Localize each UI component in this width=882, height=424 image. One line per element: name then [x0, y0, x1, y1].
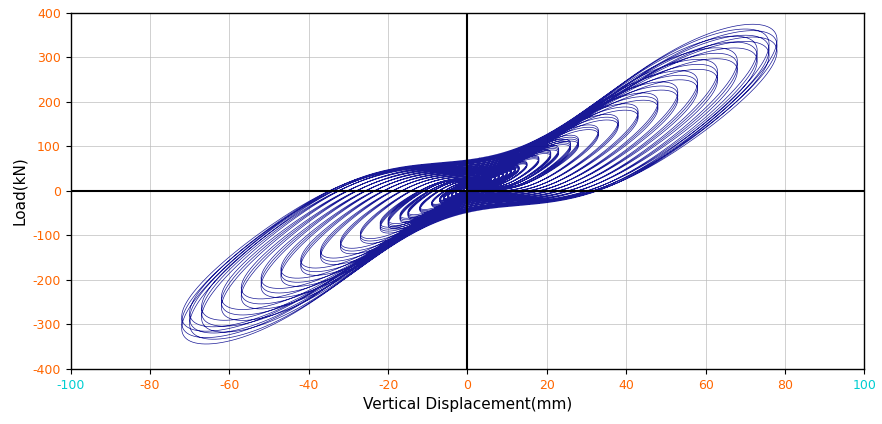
Y-axis label: Load(kN): Load(kN): [12, 156, 27, 225]
X-axis label: Vertical Displacement(mm): Vertical Displacement(mm): [363, 397, 572, 412]
